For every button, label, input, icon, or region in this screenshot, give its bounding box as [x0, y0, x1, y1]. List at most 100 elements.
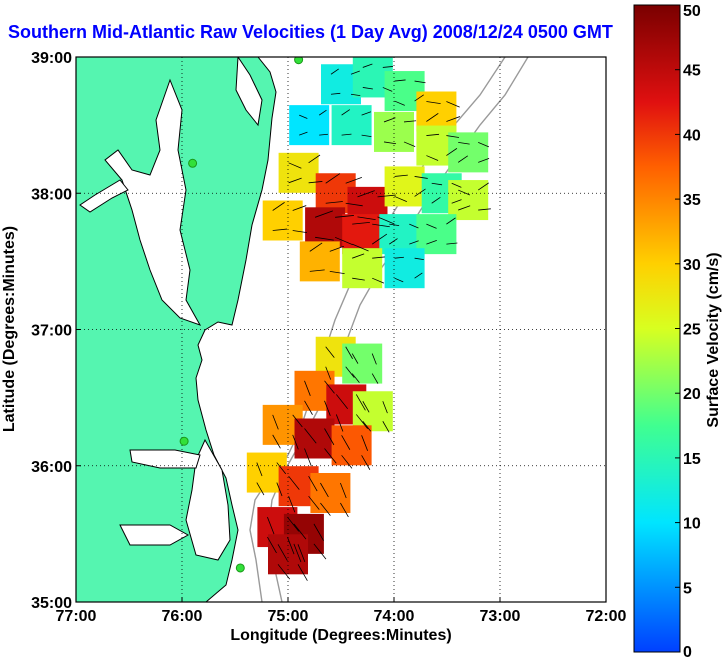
velocity-arrow: [426, 113, 439, 122]
velocity-arrow: [377, 216, 395, 225]
velocity-arrow: [272, 414, 279, 430]
velocity-arrow: [267, 516, 275, 535]
velocity-arrow: [394, 79, 406, 82]
velocity-arrow: [308, 154, 321, 164]
velocity-arrow: [394, 277, 404, 283]
velocity-arrow: [272, 228, 288, 231]
velocity-arrow: [272, 434, 281, 449]
velocity-arrow: [458, 205, 471, 211]
velocity-arrow: [352, 277, 365, 281]
velocity-arrow: [340, 502, 349, 518]
velocity-cell: [289, 105, 330, 146]
velocity-arrow: [335, 394, 349, 410]
station-marker: [179, 436, 189, 446]
velocity-arrow: [426, 155, 439, 161]
velocity-arrow: [403, 120, 417, 123]
y-tick-label: 38:00: [31, 186, 72, 203]
velocity-arrow: [315, 236, 334, 241]
velocity-arrow: [318, 109, 327, 116]
colorbar-tick-label: 20: [683, 386, 701, 403]
velocity-arrow: [389, 223, 400, 227]
velocity-arrow: [414, 188, 426, 197]
x-tick-label: 77:00: [56, 608, 97, 625]
velocity-cell: [342, 214, 383, 255]
velocity-arrow: [276, 482, 283, 497]
velocity-arrow: [414, 176, 428, 179]
y-tick-label: 36:00: [31, 459, 72, 476]
velocity-arrow: [394, 256, 404, 259]
velocity-arrow: [371, 233, 388, 245]
velocity-arrow: [329, 245, 344, 252]
velocity-arrow: [426, 101, 441, 105]
velocity-cell: [262, 200, 303, 241]
velocity-arrow: [304, 448, 312, 467]
velocity-arrow: [341, 435, 351, 450]
x-axis-ticks: 77:00 76:00 75:00 74:00 73:00 72:00: [56, 597, 627, 625]
x-axis-label: Longitude (Degrees:Minutes): [230, 627, 451, 644]
velocity-arrow: [308, 181, 323, 184]
velocity-arrow: [389, 238, 398, 245]
velocity-arrow: [446, 217, 456, 225]
velocity-arrow: [478, 158, 490, 163]
velocity-arrow: [426, 133, 440, 136]
velocity-arrow: [409, 240, 419, 245]
x-tick-label: 76:00: [162, 608, 203, 625]
velocity-cell: [268, 534, 308, 575]
velocity-arrow: [383, 117, 396, 123]
velocity-arrow: [414, 257, 424, 260]
velocity-arrow: [361, 435, 369, 451]
velocity-arrow: [451, 182, 462, 188]
velocity-arrow: [277, 564, 291, 580]
colorbar-tick-label: 5: [683, 580, 692, 597]
velocity-cell: [384, 248, 425, 289]
velocity-arrow: [277, 544, 288, 561]
velocity-arrow: [324, 400, 331, 416]
velocity-arrow: [313, 523, 324, 541]
velocity-arrow: [355, 414, 369, 430]
velocity-arrow: [345, 176, 362, 184]
velocity-arrow: [288, 177, 302, 184]
velocity-arrow: [372, 256, 385, 259]
velocity-arrow: [314, 210, 333, 218]
velocity-arrow: [256, 482, 265, 496]
velocity-cell: [384, 166, 425, 207]
velocity-arrow: [292, 414, 303, 428]
albemarle-sound: [129, 449, 201, 469]
velocity-arrow: [377, 194, 396, 198]
velocity-arrow: [324, 448, 337, 464]
colorbar-tick-label: 30: [683, 257, 701, 274]
velocity-arrow: [403, 141, 416, 148]
velocity-arrow: [361, 111, 372, 116]
velocity-arrow: [352, 221, 370, 225]
velocity-arrow: [335, 215, 354, 218]
grid: [76, 57, 606, 602]
colorbar-ticks: 0 5 10 15 20 25 30 35 40 45 50: [675, 3, 701, 659]
colorbar-tick-label: 0: [683, 644, 692, 659]
velocity-arrow: [382, 66, 393, 68]
plot-title: Southern Mid-Atlantic Raw Velocities (1 …: [8, 22, 613, 42]
velocity-arrow: [292, 434, 299, 450]
velocity-arrow: [341, 455, 353, 469]
colorbar-tick-label: 50: [683, 3, 701, 20]
velocity-arrow: [304, 400, 313, 415]
velocity-arrow: [357, 190, 375, 198]
delaware-bay: [235, 57, 263, 127]
velocity-arrow: [287, 516, 300, 532]
colorbar-label: Surface Velocity (cm/s): [705, 252, 722, 427]
x-tick-label: 72:00: [586, 608, 627, 625]
velocity-arrow: [345, 346, 353, 359]
velocity-arrow: [431, 182, 443, 186]
velocity-cell: [416, 91, 457, 132]
velocity-arrow: [355, 394, 366, 411]
velocity-cell: [331, 425, 372, 466]
y-tick-label: 37:00: [31, 323, 72, 340]
velocity-cell: [342, 343, 383, 384]
velocity-arrow: [324, 380, 335, 394]
velocity-arrow: [372, 223, 390, 228]
station-marker: [235, 563, 245, 573]
velocity-arrow: [330, 92, 341, 95]
velocity-arrow: [309, 242, 323, 252]
velocity-arrow: [299, 131, 308, 136]
velocity-arrow: [362, 63, 373, 68]
